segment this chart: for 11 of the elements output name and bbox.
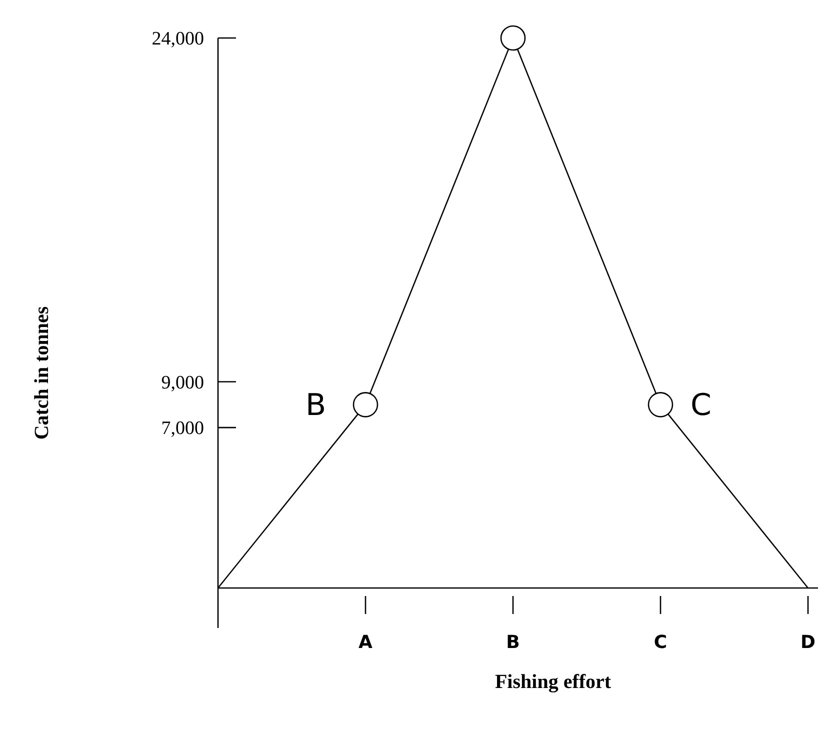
x-tick-label: D bbox=[800, 632, 816, 653]
y-tick-label: 7,000 bbox=[161, 418, 204, 440]
x-axis-title: Fishing effort bbox=[494, 671, 612, 693]
x-tick-label: B bbox=[506, 632, 520, 653]
y-tick-label: 9,000 bbox=[161, 372, 204, 394]
annotation: B bbox=[306, 388, 326, 424]
x-tick-label: C bbox=[654, 632, 668, 653]
annotation: C bbox=[690, 388, 712, 424]
y-tick-label: 24,000 bbox=[152, 28, 204, 50]
y-axis-title: Catch in tonnes bbox=[31, 306, 53, 440]
x-tick-label: A bbox=[358, 632, 373, 653]
